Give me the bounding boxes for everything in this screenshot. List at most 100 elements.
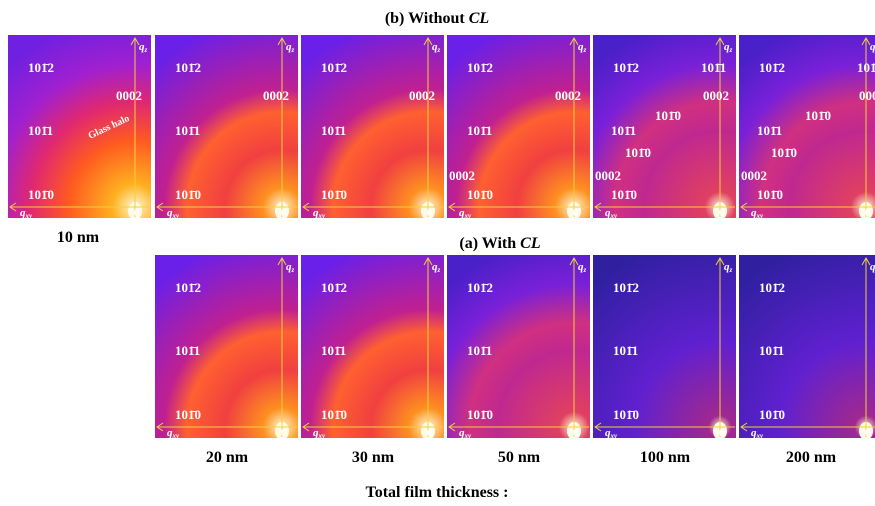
sub: z: [729, 266, 733, 274]
origin-label: 0: [281, 427, 287, 439]
reflection-label: 101̄1: [28, 123, 53, 138]
top-title: (b) Without CL: [385, 10, 490, 27]
sub: xy: [464, 212, 473, 220]
panel: qzqxy0101̄2101̄1101̄0: [447, 255, 590, 440]
reflection-label: 101̄1: [321, 123, 346, 138]
reflection-label: 0002: [409, 88, 435, 103]
q: q: [870, 41, 875, 53]
reflection-label: 101̄2: [321, 60, 347, 75]
reflection-label: 0002: [263, 88, 289, 103]
sub: z: [583, 266, 587, 274]
reflection-label: 0002: [741, 168, 767, 183]
title-prefix: (a) With: [459, 235, 516, 252]
qz-label: qz: [870, 41, 875, 54]
sub: z: [291, 46, 295, 54]
reflection-label: 101̄2: [175, 280, 201, 295]
thickness-label: 20 nm: [206, 449, 249, 466]
thickness-label: 50 nm: [498, 449, 541, 466]
sub: z: [729, 46, 733, 54]
sub: z: [291, 266, 295, 274]
reflection-label: 101̄0: [771, 145, 797, 160]
sub: xy: [610, 212, 619, 220]
sub: z: [583, 46, 587, 54]
reflection-label: 101̄2: [175, 60, 201, 75]
sub: z: [437, 46, 441, 54]
reflection-label: 101̄1: [611, 123, 636, 138]
reflection-label: 0002: [703, 88, 729, 103]
reflection-label: 101̄1: [759, 343, 784, 358]
origin-label: 0: [134, 207, 140, 219]
reflection-label: 0002: [859, 88, 875, 103]
origin-label: 0: [427, 427, 433, 439]
title-italic: CL: [469, 10, 490, 27]
panel: qzqxy0101̄20002101̄1Glass halo101̄0: [8, 35, 151, 220]
reflection-label: 0002: [449, 168, 475, 183]
sub: xy: [318, 212, 327, 220]
reflection-label: 101̄0: [757, 187, 783, 202]
sub: xy: [464, 432, 473, 440]
origin-label: 0: [573, 207, 579, 219]
sub: xy: [610, 432, 619, 440]
sub: xy: [756, 212, 765, 220]
reflection-label: 101̄0: [759, 407, 785, 422]
thickness-label: 200 nm: [786, 449, 837, 466]
q: q: [870, 261, 875, 273]
caption: Total film thickness :: [366, 484, 509, 501]
reflection-label: 101̄1: [857, 60, 875, 75]
reflection-label: 101̄0: [28, 187, 54, 202]
figure: (b) Without CL (a) With CL Total film th…: [0, 0, 875, 506]
sub: xy: [25, 212, 34, 220]
reflection-label: 101̄1: [467, 343, 492, 358]
reflection-label: 101̄1: [467, 123, 492, 138]
reflection-label: 101̄0: [321, 187, 347, 202]
reflection-label: 101̄1: [701, 60, 726, 75]
origin-label: 0: [427, 207, 433, 219]
reflection-label: 101̄0: [467, 187, 493, 202]
reflection-label: 101̄0: [611, 187, 637, 202]
reflection-label: 101̄1: [321, 343, 346, 358]
reflection-label: 0002: [116, 88, 142, 103]
sub: z: [144, 46, 148, 54]
reflection-label: 0002: [555, 88, 581, 103]
origin-label: 0: [865, 427, 871, 439]
origin-label: 0: [719, 427, 725, 439]
reflection-label: 101̄2: [467, 60, 493, 75]
reflection-label: 101̄1: [175, 123, 200, 138]
title-prefix: (b) Without: [385, 10, 466, 27]
origin-label: 0: [573, 427, 579, 439]
panel: qzq xy 0 101̄2 101̄1 0002 101̄0 101̄1 101̄0 0002 1…: [739, 35, 875, 220]
origin-label: 0: [281, 207, 287, 219]
reflection-label: 101̄0: [655, 108, 681, 123]
reflection-label: 101̄1: [613, 343, 638, 358]
sub: z: [437, 266, 441, 274]
bottom-title: (a) With CL: [459, 235, 540, 252]
title-italic: CL: [520, 235, 541, 252]
reflection-label: 0002: [595, 168, 621, 183]
thickness-label: 100 nm: [640, 449, 691, 466]
reflection-label: 101̄0: [321, 407, 347, 422]
thickness-label: 30 nm: [352, 449, 395, 466]
reflection-label: 101̄0: [613, 407, 639, 422]
reflection-label: 101̄0: [625, 145, 651, 160]
reflection-label: 101̄1: [757, 123, 782, 138]
reflection-label: 101̄0: [175, 407, 201, 422]
sub: xy: [172, 432, 181, 440]
origin-label: 0: [865, 207, 871, 219]
reflection-label: 101̄1: [175, 343, 200, 358]
sub: xy: [756, 432, 765, 440]
origin-label: 0: [719, 207, 725, 219]
thickness-label: 10 nm: [57, 229, 100, 246]
reflection-label: 101̄2: [613, 280, 639, 295]
reflection-label: 101̄0: [175, 187, 201, 202]
reflection-label: 101̄2: [759, 280, 785, 295]
reflection-label: 101̄2: [28, 60, 54, 75]
reflection-label: 101̄2: [759, 60, 785, 75]
reflection-label: 101̄2: [613, 60, 639, 75]
panel: qzqxy0101̄20002101̄10002101̄0: [447, 35, 590, 220]
reflection-label: 101̄0: [805, 108, 831, 123]
